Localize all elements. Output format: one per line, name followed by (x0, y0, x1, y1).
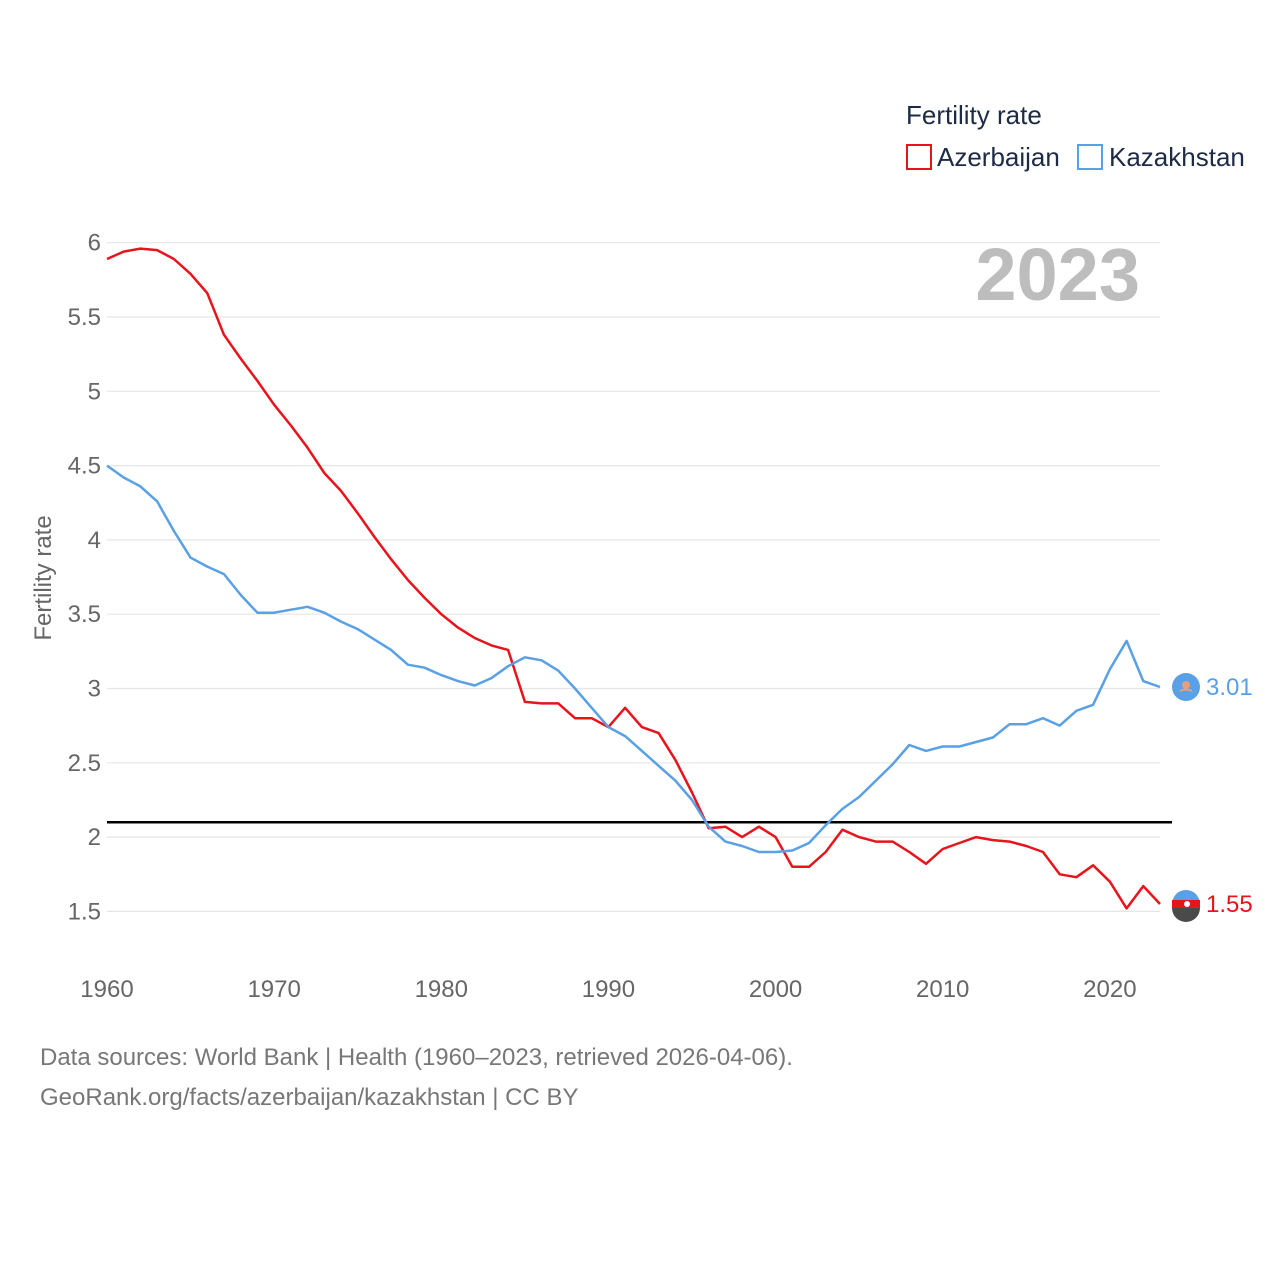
legend-swatch-azerbaijan[interactable] (906, 144, 932, 170)
y-tick-label-4.5: 4.5 (68, 453, 101, 480)
y-axis-label: Fertility rate (30, 515, 57, 640)
y-tick-label-2.5: 2.5 (68, 750, 101, 777)
azerbaijan-flag-crescent (1184, 900, 1190, 907)
gridlines (107, 242, 1160, 913)
legend: Fertility rate Azerbaijan Kazakhstan (906, 100, 1245, 172)
y-tick-label-3: 3 (88, 676, 101, 703)
azerbaijan-flag-icon (1172, 889, 1200, 922)
kazakhstan-end-marker: 3.01 (1172, 673, 1253, 702)
y-axis-ticks: 1.5 2 2.5 3 3.5 4 4.5 5 5.5 6 (68, 230, 101, 926)
x-tick-label-2000: 2000 (749, 976, 802, 1003)
y-tick-label-4: 4 (88, 527, 101, 554)
legend-label-azerbaijan[interactable]: Azerbaijan (937, 142, 1060, 172)
legend-swatch-kazakhstan[interactable] (1077, 144, 1103, 170)
footer-attribution: GeoRank.org/facts/azerbaijan/kazakhstan … (40, 1084, 579, 1111)
series-end-markers: 1.55 3.01 (1172, 673, 1253, 922)
x-tick-label-1970: 1970 (247, 976, 300, 1003)
azerbaijan-flag-bottom-band (1172, 907, 1200, 922)
y-tick-label-2: 2 (88, 824, 101, 851)
azerbaijan-end-marker: 1.55 (1172, 889, 1253, 922)
kazakhstan-flag-sun (1182, 681, 1190, 690)
y-tick-label-3.5: 3.5 (68, 601, 101, 628)
series-line-kazakhstan (106, 464, 1161, 854)
legend-title[interactable]: Fertility rate (906, 100, 1042, 130)
kazakhstan-end-value: 3.01 (1206, 674, 1253, 701)
x-tick-label-1990: 1990 (582, 976, 635, 1003)
x-tick-label-2020: 2020 (1083, 976, 1136, 1003)
series-lines (106, 247, 1161, 910)
footer-sources: Data sources: World Bank | Health (1960–… (40, 1044, 793, 1071)
series-line-azerbaijan (106, 247, 1161, 910)
y-tick-label-5: 5 (88, 378, 101, 405)
y-tick-label-5.5: 5.5 (68, 304, 101, 331)
year-label: 2023 (975, 233, 1140, 316)
x-tick-label-2010: 2010 (916, 976, 969, 1003)
azerbaijan-end-value: 1.55 (1206, 891, 1253, 918)
kazakhstan-flag-icon (1172, 673, 1200, 702)
kazakhstan-flag-eagle (1179, 688, 1193, 692)
y-tick-label-6: 6 (88, 230, 101, 257)
x-tick-label-1980: 1980 (415, 976, 468, 1003)
x-tick-label-1960: 1960 (80, 976, 133, 1003)
x-axis-ticks: 1960 1970 1980 1990 2000 2010 2020 (80, 976, 1136, 1003)
legend-label-kazakhstan[interactable]: Kazakhstan (1109, 142, 1245, 172)
y-tick-label-1.5: 1.5 (68, 898, 101, 925)
